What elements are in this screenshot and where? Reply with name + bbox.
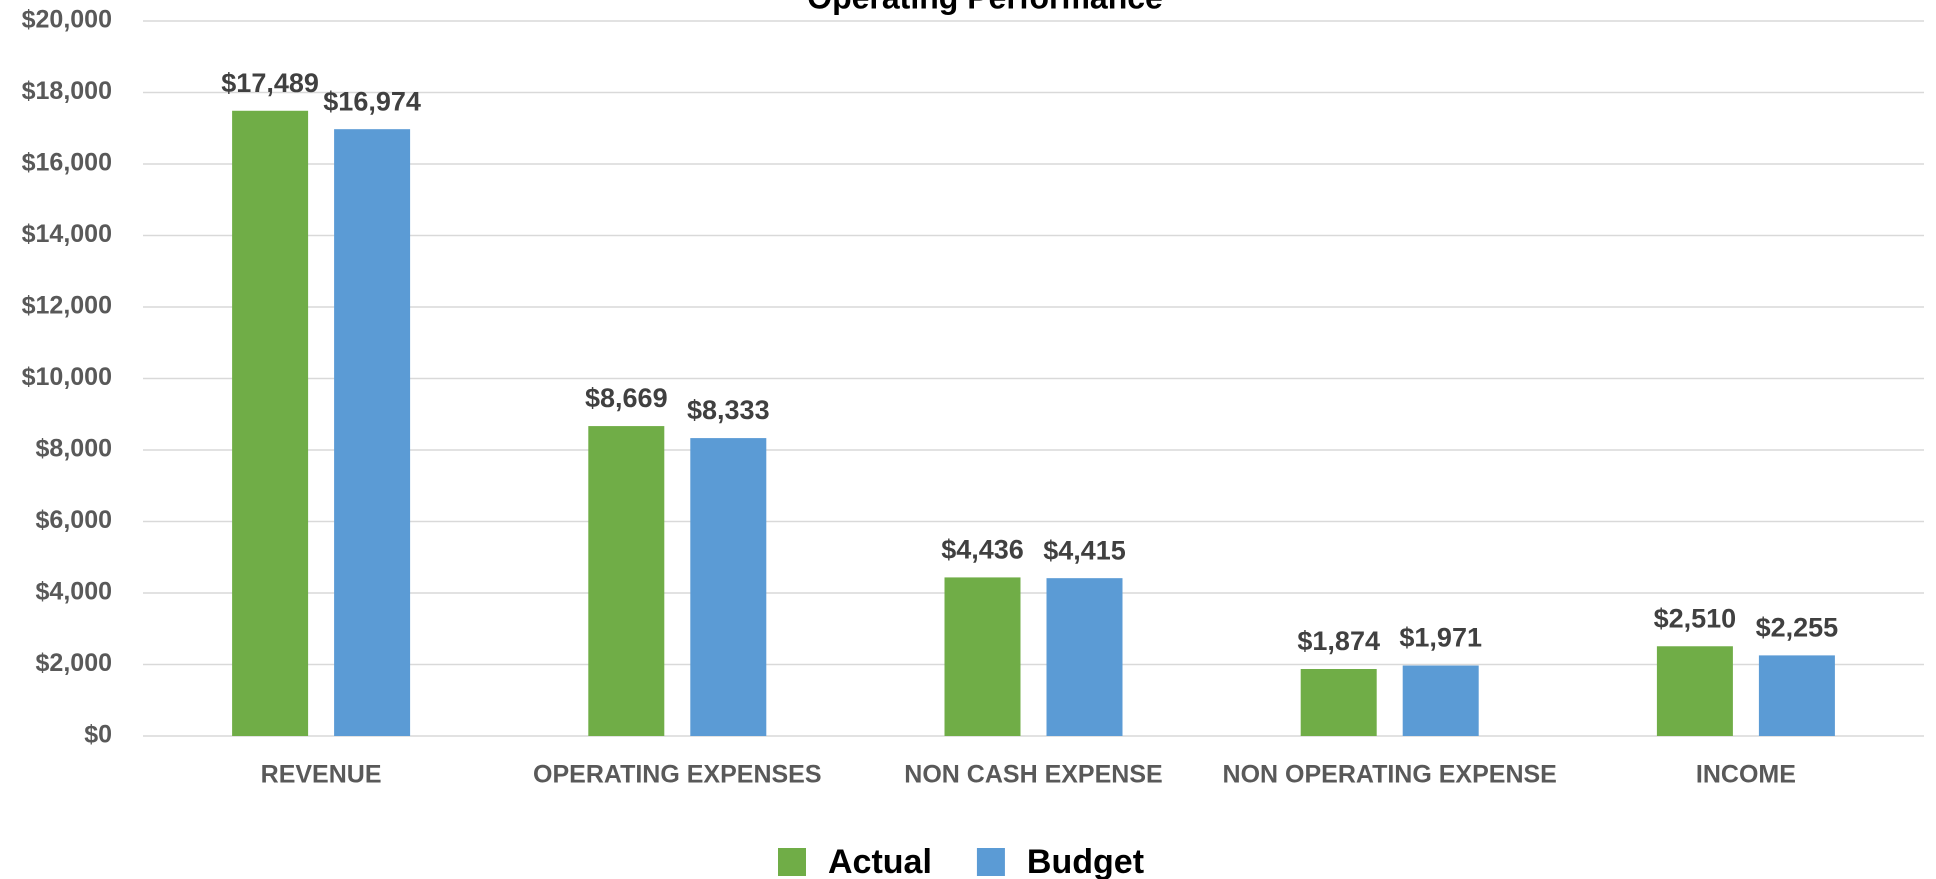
data-label: $2,255 [1756,613,1839,643]
y-tick-label: $0 [84,721,112,749]
x-tick-label: NON CASH EXPENSE [904,761,1162,789]
y-tick-label: $14,000 [22,220,112,248]
x-tick-label: NON OPERATING EXPENSE [1223,761,1557,789]
data-label: $8,333 [687,395,770,425]
bar [944,577,1021,736]
x-tick-label: OPERATING EXPENSES [533,761,822,789]
bar [690,438,767,736]
bar [588,426,665,736]
y-tick-label: $12,000 [22,292,112,320]
data-label: $1,971 [1399,623,1482,653]
data-label: $17,489 [221,68,319,98]
legend-label: Actual [828,843,932,879]
y-tick-label: $6,000 [36,506,112,534]
bar [232,110,309,736]
y-tick-label: $2,000 [36,649,112,677]
data-label: $4,436 [941,535,1024,565]
data-label: $1,874 [1297,626,1380,656]
data-label: $8,669 [585,383,668,413]
bar [1402,665,1479,736]
y-tick-label: $8,000 [36,435,112,463]
x-tick-label: REVENUE [261,761,382,789]
bar [334,129,411,736]
y-tick-label: $18,000 [22,77,112,105]
y-tick-label: $16,000 [22,149,112,177]
bar [1758,655,1835,736]
bar [1300,669,1377,736]
chart-title: Operating Performance [807,0,1163,15]
data-label: $2,510 [1654,603,1737,633]
bar [1046,578,1123,736]
y-tick-label: $10,000 [22,363,112,391]
data-label: $4,415 [1043,535,1126,565]
bar [1656,646,1733,736]
y-tick-label: $4,000 [36,578,112,606]
legend-label: Budget [1027,843,1144,879]
data-label: $16,974 [323,86,421,116]
x-tick-label: INCOME [1696,761,1796,789]
y-tick-label: $20,000 [22,6,112,34]
legend-swatch [976,848,1005,876]
legend-swatch [778,848,806,876]
